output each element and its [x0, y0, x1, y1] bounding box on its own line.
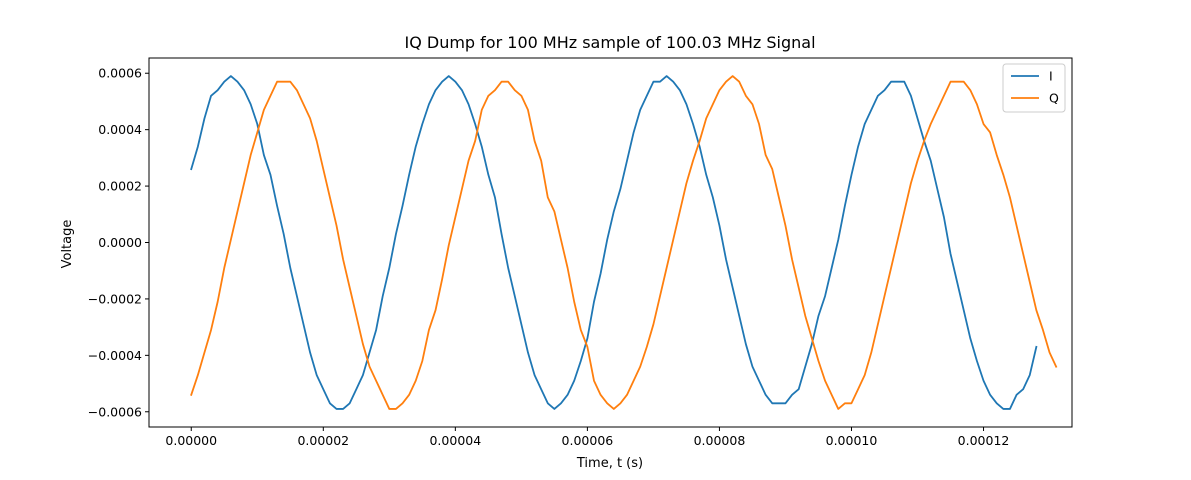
plot-area [148, 57, 1073, 428]
y-tick-label: 0.0004 [98, 122, 142, 137]
x-tick-label: 0.00012 [958, 433, 1010, 448]
legend-label-i: I [1049, 69, 1053, 84]
y-tick-label: −0.0002 [88, 291, 142, 306]
x-tick-label: 0.00004 [429, 433, 481, 448]
y-tick-label: 0.0002 [98, 179, 142, 194]
x-axis-label: Time, t (s) [576, 456, 643, 471]
y-tick-label: −0.0004 [88, 348, 142, 363]
series-line-i [190, 75, 1038, 410]
y-tick-label: −0.0006 [88, 404, 142, 419]
axes-frame [148, 57, 1073, 428]
x-tick-label: 0.00008 [694, 433, 746, 448]
x-tick-label: 0.00006 [562, 433, 614, 448]
series-line-q [190, 75, 1058, 410]
y-axis-label: Voltage [60, 220, 75, 269]
legend: IQ [1002, 63, 1066, 113]
x-tick-label: 0.00010 [826, 433, 878, 448]
legend-label-q: Q [1049, 91, 1059, 106]
y-axis-ticks: −0.0006 −0.0004 −0.0002 0.0000 0.0002 0.0004 0… [88, 66, 149, 419]
x-axis-ticks: 0.00000 0.00002 0.00004 0.00006 0.00008 0.000… [165, 427, 1009, 448]
x-tick-label: 0.00000 [165, 433, 217, 448]
y-tick-label: 0.0006 [98, 66, 142, 81]
chart-title: IQ Dump for 100 MHz sample of 100.03 MHz… [404, 33, 815, 52]
y-tick-label: 0.0000 [98, 235, 142, 250]
x-tick-label: 0.00002 [297, 433, 349, 448]
